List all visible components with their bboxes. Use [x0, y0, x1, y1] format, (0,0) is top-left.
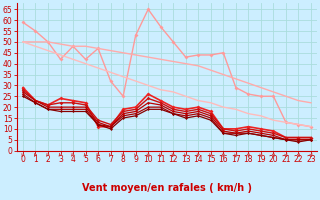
- X-axis label: Vent moyen/en rafales ( km/h ): Vent moyen/en rafales ( km/h ): [82, 183, 252, 193]
